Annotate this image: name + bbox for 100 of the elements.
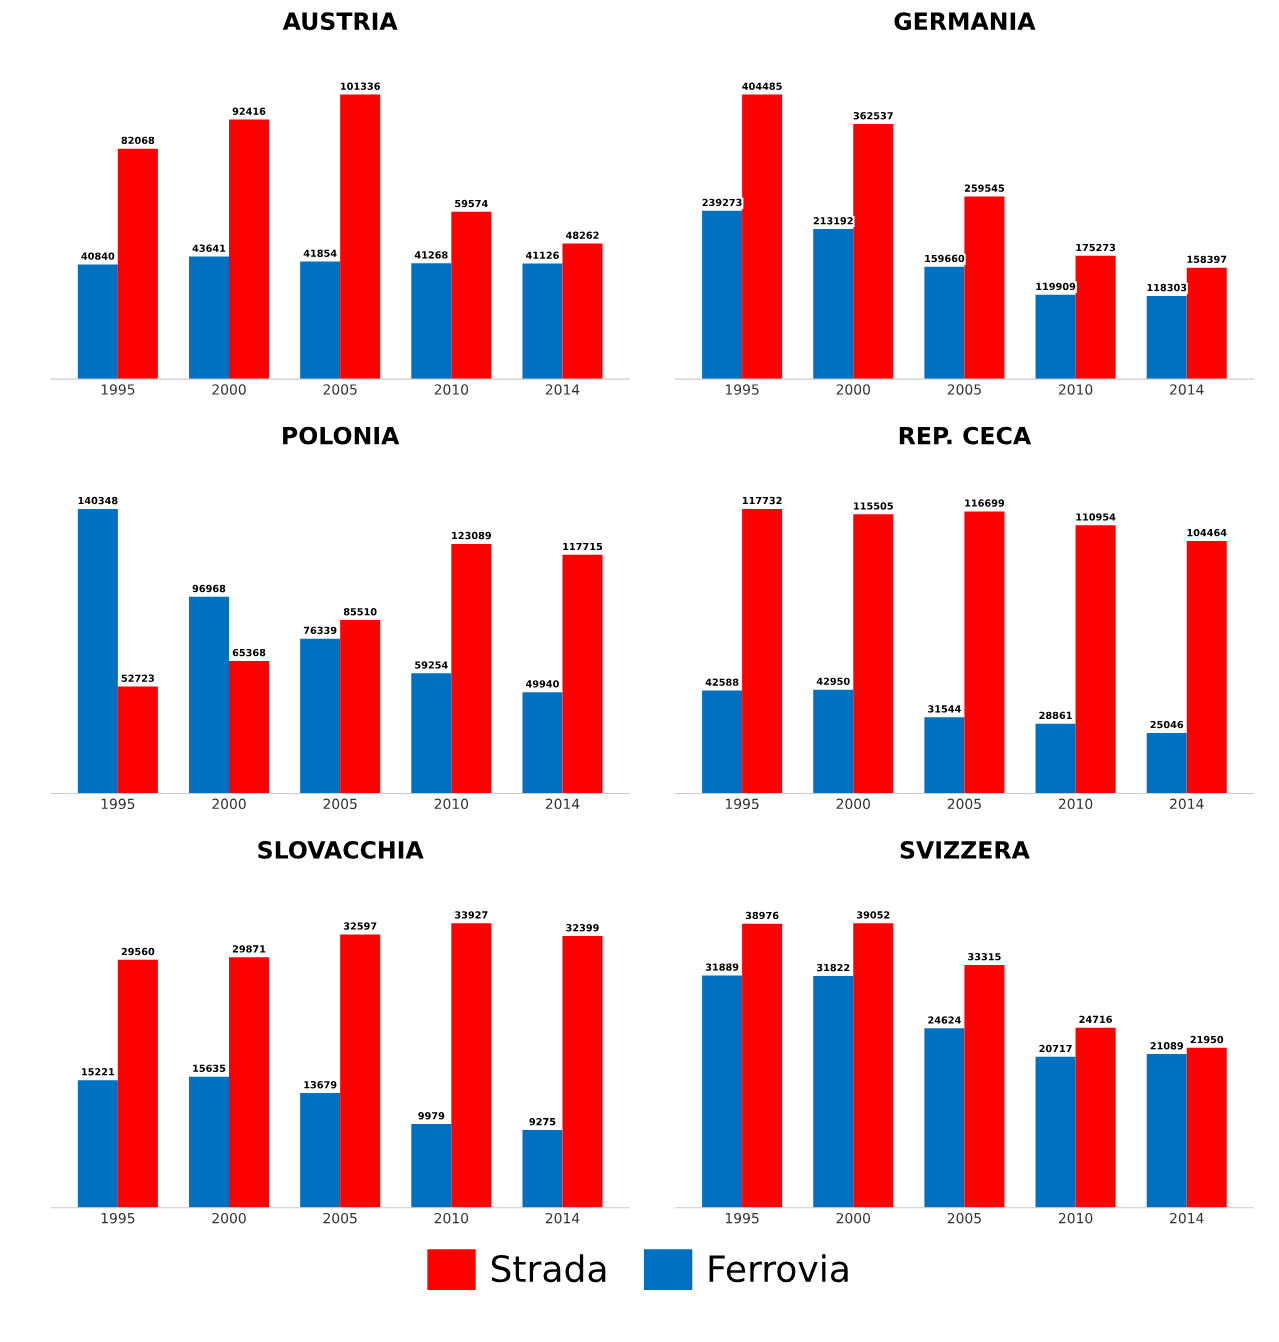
- bar: [522, 692, 563, 794]
- chart-title: SVIZZERA: [900, 841, 1030, 859]
- x-tick-label: 2014: [1170, 798, 1204, 810]
- bar: [853, 514, 894, 794]
- x-tick-label: 1995: [101, 1212, 135, 1224]
- data-label: 119909: [1036, 282, 1076, 291]
- x-tick-label: 2014: [545, 798, 580, 810]
- bar: [300, 638, 341, 794]
- bar: [853, 124, 894, 380]
- data-label: 29871: [232, 945, 266, 953]
- data-label: 159660: [925, 254, 965, 263]
- bar: [562, 243, 603, 380]
- bar: [340, 934, 381, 1208]
- chart-title: GERMANIA: [894, 12, 1036, 31]
- data-label: 101336: [340, 82, 380, 90]
- data-label: 117732: [742, 496, 782, 505]
- x-tick-label: 2005: [947, 384, 981, 395]
- data-label: 40840: [81, 252, 115, 260]
- data-label: 31889: [705, 963, 739, 971]
- bar: [522, 263, 563, 380]
- data-label: 25046: [1150, 720, 1184, 729]
- x-tick-label: 2014: [545, 1212, 580, 1224]
- data-label: 48262: [566, 231, 599, 239]
- data-label: 39052: [857, 911, 890, 919]
- data-label: 123089: [452, 531, 491, 540]
- data-label: 41126: [525, 251, 559, 259]
- bar: [411, 263, 452, 380]
- data-label: 110954: [1076, 513, 1116, 521]
- bar: [813, 975, 854, 1208]
- data-label: 43641: [192, 244, 226, 252]
- data-label: 49940: [525, 680, 559, 688]
- x-tick-label: 1995: [725, 798, 759, 810]
- x-tick-label: 2014: [545, 384, 580, 395]
- legend-label: Strada: [491, 1254, 606, 1283]
- bar: [300, 261, 341, 380]
- data-label: 29560: [121, 947, 155, 956]
- data-label: 9979: [418, 1112, 445, 1120]
- bar: [229, 957, 270, 1208]
- bar: [1186, 267, 1227, 380]
- data-label: 24716: [1079, 1015, 1112, 1024]
- data-label: 42950: [816, 677, 850, 685]
- bar: [188, 1076, 230, 1208]
- x-tick-label: 1995: [101, 384, 135, 395]
- bar: [1075, 1027, 1116, 1208]
- data-label: 239273: [702, 198, 742, 207]
- bar: [117, 148, 158, 380]
- legend-label: Ferrovia: [709, 1254, 848, 1283]
- bar: [188, 256, 230, 380]
- chart-title: POLONIA: [283, 426, 400, 445]
- bar: [300, 1093, 341, 1208]
- bar: [1146, 1054, 1187, 1208]
- x-tick-label: 2010: [1058, 384, 1093, 395]
- bar: [702, 975, 743, 1208]
- chart-title: SLOVACCHIA: [258, 841, 424, 859]
- bar: [1035, 1056, 1076, 1208]
- bar: [1146, 732, 1187, 794]
- x-tick-label: 1995: [101, 798, 135, 810]
- bar: [77, 1080, 118, 1208]
- x-tick-label: 2000: [212, 1212, 246, 1224]
- data-label: 92416: [232, 107, 266, 115]
- data-label: 96968: [192, 584, 226, 593]
- bar: [340, 620, 381, 794]
- data-label: 52723: [121, 674, 154, 682]
- bar: [1186, 1047, 1227, 1208]
- bar: [742, 94, 783, 380]
- data-label: 28861: [1039, 711, 1072, 720]
- bar: [117, 686, 158, 794]
- x-tick-label: 2000: [212, 798, 246, 810]
- data-label: 118303: [1147, 283, 1187, 292]
- bar: [188, 596, 230, 794]
- bar: [702, 690, 743, 794]
- bar: [813, 689, 854, 794]
- bar: [522, 1130, 563, 1208]
- x-tick-label: 2005: [323, 798, 357, 810]
- bar: [813, 229, 854, 380]
- bar: [964, 196, 1005, 380]
- bar: [562, 554, 603, 794]
- data-label: 76339: [303, 626, 337, 635]
- data-label: 9275: [529, 1117, 556, 1126]
- x-tick-label: 2000: [836, 798, 871, 810]
- x-tick-label: 2014: [1170, 384, 1204, 395]
- x-tick-label: 2000: [836, 1212, 871, 1224]
- bar: [742, 923, 783, 1208]
- data-label: 85510: [343, 608, 377, 616]
- data-label: 32597: [343, 922, 377, 930]
- bar: [1075, 255, 1116, 380]
- data-label: 31822: [816, 963, 850, 972]
- data-label: 65368: [232, 648, 266, 657]
- data-label: 362537: [853, 112, 893, 120]
- data-label: 158397: [1187, 255, 1227, 264]
- data-label: 13679: [304, 1081, 337, 1089]
- data-label: 33927: [455, 911, 488, 919]
- x-tick-label: 2010: [1058, 1212, 1093, 1224]
- data-label: 38976: [745, 911, 779, 920]
- x-tick-label: 2005: [323, 1212, 357, 1224]
- bar: [229, 119, 270, 380]
- data-label: 59574: [455, 199, 488, 208]
- data-label: 42588: [705, 678, 739, 686]
- data-label: 21089: [1150, 1042, 1184, 1050]
- data-label: 213192: [813, 217, 853, 225]
